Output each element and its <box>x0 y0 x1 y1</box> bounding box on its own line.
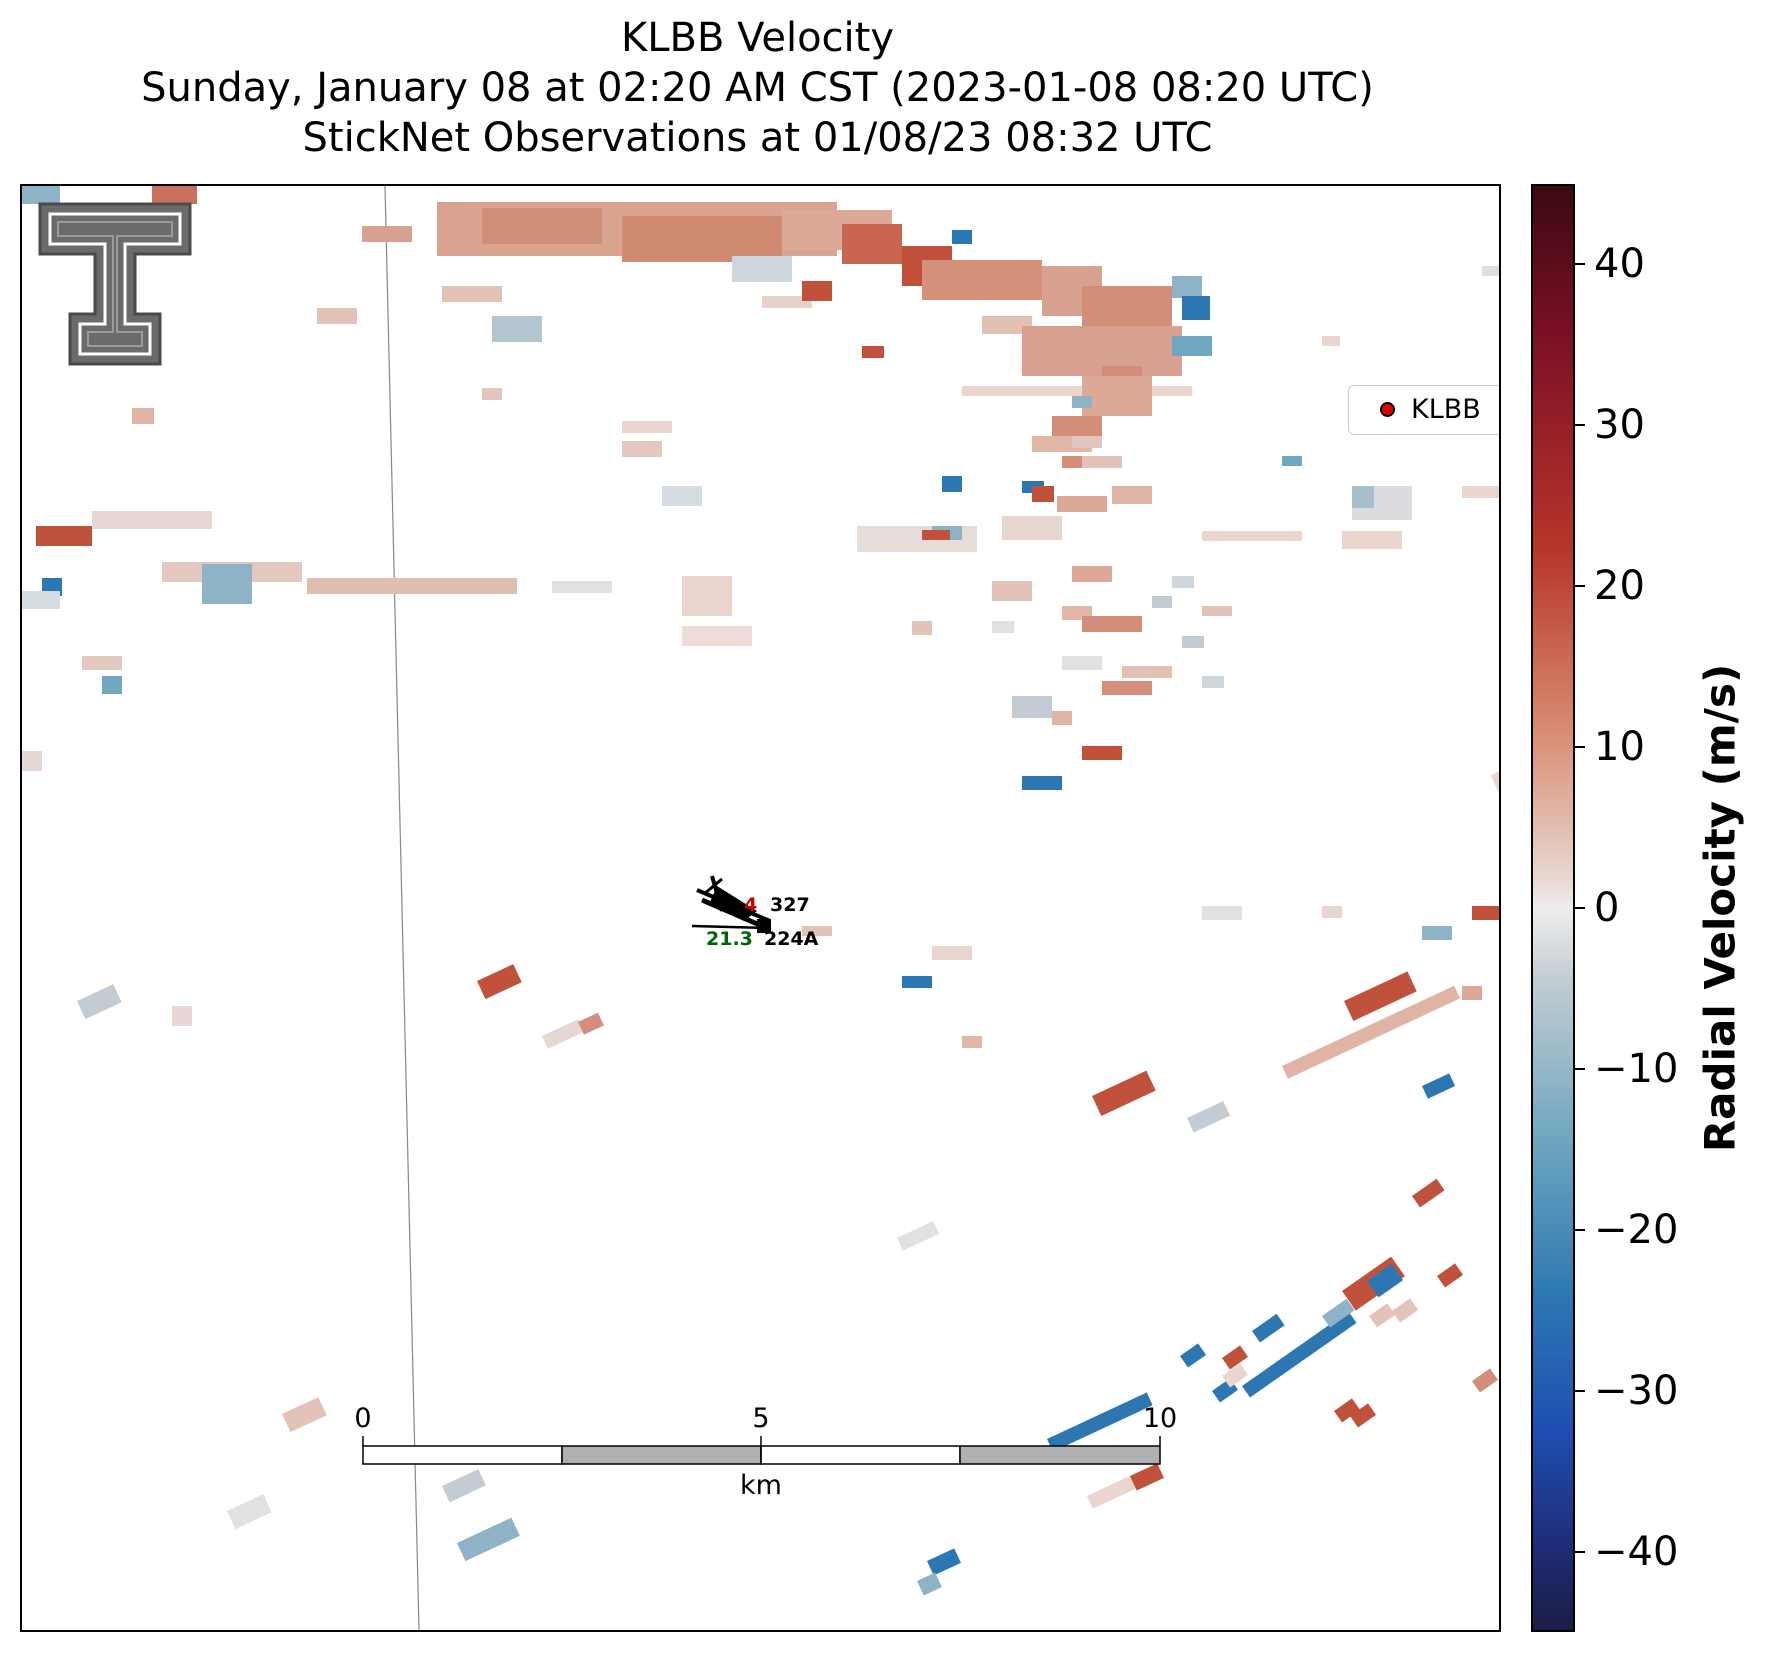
legend-label: KLBB <box>1411 394 1481 425</box>
sticknet-station-marker <box>691 875 771 933</box>
station-value-327: 4 <box>744 894 758 916</box>
colorbar-tick-mark <box>1575 1067 1585 1070</box>
colorbar-title: Radial Velocity (m/s) <box>1695 663 1745 1153</box>
klbb-marker <box>1380 402 1395 417</box>
scale-tick-5: 5 <box>752 1403 770 1434</box>
colorbar-tick-label: 20 <box>1594 563 1645 610</box>
colorbar-tick-mark <box>1575 907 1585 909</box>
velocity-field <box>22 186 1499 1048</box>
colorbar-tick-label: −40 <box>1594 1528 1679 1575</box>
observation-time: StickNet Observations at 01/08/23 08:32 … <box>302 115 1213 161</box>
scale-bar <box>362 1436 1161 1465</box>
station-id-327: 327 <box>770 894 810 916</box>
colorbar-tick-mark <box>1575 424 1585 427</box>
colorbar-tick-label: −10 <box>1594 1045 1679 1092</box>
colorbar-tick-mark <box>1575 1389 1585 1392</box>
colorbar-tick-mark <box>1575 1550 1585 1553</box>
texas-tech-double-t-logo <box>38 202 192 366</box>
colorbar <box>1531 184 1575 1632</box>
colorbar-tick-mark <box>1575 263 1585 266</box>
colorbar-tick-mark <box>1575 1228 1585 1231</box>
colorbar-tick-label: 10 <box>1594 724 1645 771</box>
map-legend: KLBB <box>1348 385 1499 435</box>
map-title: KLBB Velocity <box>620 15 895 61</box>
colorbar-tick-label: 40 <box>1594 241 1645 288</box>
station-value-224a: 21.3 <box>706 928 753 950</box>
map-subtitle: Sunday, January 08 at 02:20 AM CST (2023… <box>141 65 1374 111</box>
colorbar-tick-label: −20 <box>1594 1206 1679 1253</box>
colorbar-tick-label: 30 <box>1594 402 1645 449</box>
colorbar-tick-label: 0 <box>1594 885 1620 931</box>
station-id-224a: 224A <box>764 928 819 950</box>
colorbar-tick-mark <box>1575 585 1585 588</box>
colorbar-tick-label: −30 <box>1594 1367 1679 1414</box>
scale-unit: km <box>740 1470 782 1501</box>
scale-tick-10: 10 <box>1142 1403 1178 1434</box>
colorbar-tick-mark <box>1575 746 1585 749</box>
velocity-streaks <box>77 589 1499 1596</box>
scale-tick-0: 0 <box>354 1403 372 1434</box>
radar-map[interactable]: 0 5 10 km 4 327 21.3 224A KLBB <box>20 184 1501 1632</box>
county-boundary-line <box>384 186 420 1630</box>
radar-map-canvas <box>22 186 1499 1630</box>
